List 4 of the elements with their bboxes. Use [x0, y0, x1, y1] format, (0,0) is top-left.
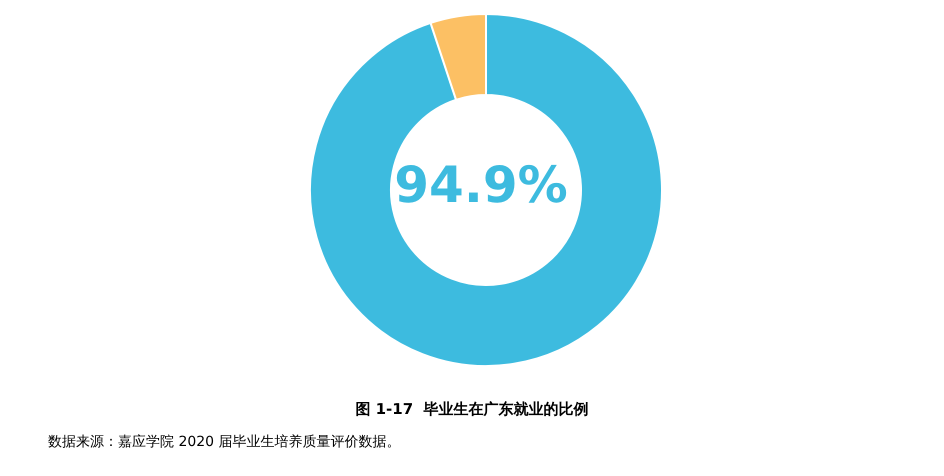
text: 图 1-17 毕业生在广东就业的比例	[354, 400, 590, 419]
data-label: 94.9%	[393, 155, 569, 216]
source-note: 数据来源：嘉应学院 2020 届毕业生培养质量评价数据。	[48, 433, 401, 451]
donut-slice	[309, 13, 663, 367]
